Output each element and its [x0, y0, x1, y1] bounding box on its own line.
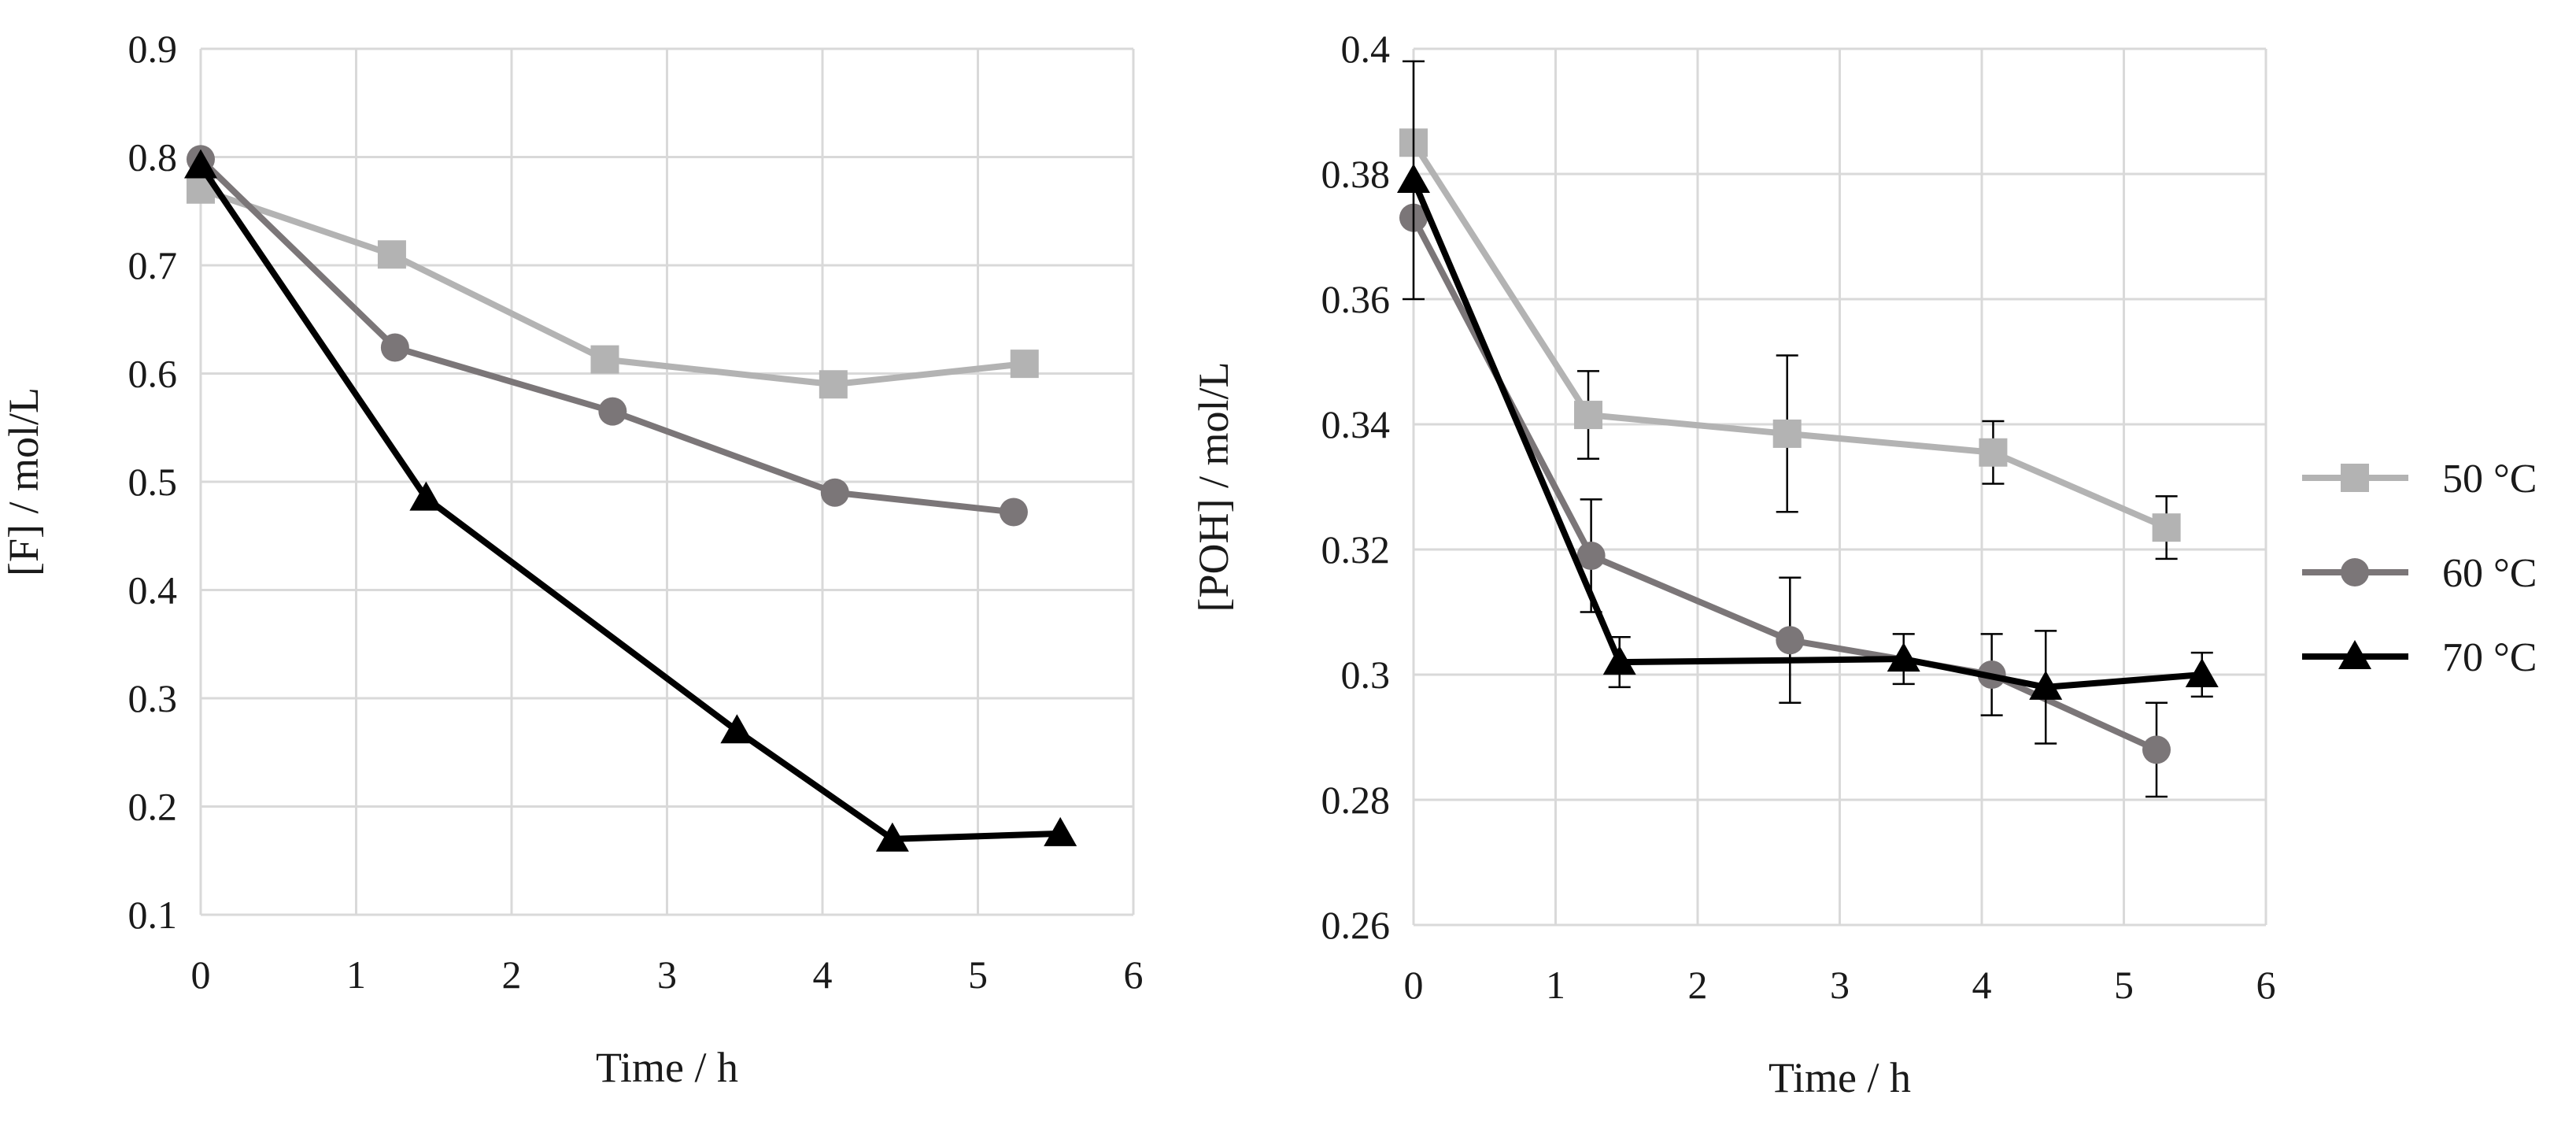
right-series-70c-point: [1602, 646, 1636, 675]
legend-60c-marker: [2341, 558, 2369, 586]
legend-70c-label: 70 °C: [2442, 635, 2537, 680]
legend-70c-marker: [2338, 640, 2371, 669]
right-x-axis-title: Time / h: [1768, 1054, 1911, 1101]
left-series-60c-point: [820, 478, 849, 507]
left-series-60c-point: [999, 498, 1028, 527]
right-y-tick-label: 0.32: [1321, 527, 1391, 572]
right-x-tick-label: 6: [2256, 963, 2276, 1007]
left-series-70c-point: [409, 481, 443, 511]
right-x-tick-label: 4: [1972, 963, 1992, 1007]
panel-fluoride: 0.1 0.2 0.3 0.4 0.5 0.6 0.7 0.8 0.9 0 1 2 3 4 5 6 Time /…: [0, 27, 1144, 1091]
left-y-tick-label: 0.8: [128, 135, 178, 179]
legend: 50 °C 60 °C 70 °C: [2302, 457, 2537, 680]
right-series-50c-point: [1772, 419, 1802, 448]
left-x-tick-label: 4: [813, 953, 833, 997]
right-x-tick-label: 5: [2114, 963, 2134, 1007]
right-y-tick-label: 0.34: [1321, 402, 1391, 446]
left-series-70c-point: [720, 714, 754, 744]
left-series-50c-point: [377, 240, 406, 269]
left-y-tick-label: 0.2: [128, 785, 178, 829]
right-y-tick-label: 0.4: [1341, 27, 1391, 71]
left-x-tick-label: 5: [968, 953, 988, 997]
left-series-50c-point: [1010, 350, 1039, 379]
left-x-axis-title: Time / h: [596, 1044, 738, 1091]
right-series-60c-point: [1776, 626, 1805, 655]
right-x-tick-label: 2: [1688, 963, 1708, 1007]
left-x-tick-label: 1: [346, 953, 366, 997]
right-x-tick-label: 0: [1404, 963, 1424, 1007]
left-y-tick-label: 0.6: [128, 352, 178, 396]
legend-50c-marker: [2341, 464, 2369, 492]
left-series-50c-point: [819, 370, 848, 399]
left-series-60c-point: [380, 333, 409, 362]
left-y-tick-label: 0.5: [128, 460, 178, 504]
right-y-axis-title: [POH] / mol/L: [1190, 362, 1237, 612]
left-y-tick-label: 0.3: [128, 676, 178, 720]
left-x-tick-label: 2: [502, 953, 522, 997]
right-series-50c-point: [2152, 513, 2181, 542]
left-series-50c-point: [590, 345, 619, 374]
right-y-tick-label: 0.28: [1321, 778, 1391, 822]
left-series-70c-point: [1044, 816, 1077, 846]
right-series-50c-point: [1574, 401, 1603, 430]
left-series-70c-point: [875, 822, 909, 852]
right-series-70c-point: [2029, 670, 2063, 700]
right-series-70c-point: [2185, 658, 2219, 687]
left-x-tick-label: 6: [1124, 953, 1144, 997]
right-series-70c-point: [1887, 642, 1920, 672]
left-y-tick-label: 0.9: [128, 27, 178, 71]
left-y-tick-label: 0.4: [128, 568, 178, 612]
left-series-60c-point: [598, 397, 627, 426]
left-y-tick-label: 0.1: [128, 893, 178, 937]
right-x-tick-label: 1: [1546, 963, 1565, 1007]
left-y-axis-title: [F] / mol/L: [0, 387, 47, 576]
right-y-tick-label: 0.38: [1321, 152, 1391, 196]
left-series-70c-point: [184, 149, 217, 179]
right-series-50c-point: [1979, 438, 2008, 467]
left-series-60c-line: [198, 156, 1017, 516]
panel-poh: 0.26 0.28 0.3 0.32 0.34 0.36 0.38 0.4 0 1 2 3 4 5 6 Tim…: [1190, 27, 2276, 1101]
left-x-tick-label: 3: [657, 953, 677, 997]
right-y-tick-label: 0.26: [1321, 903, 1391, 947]
right-series-50c-line: [1410, 139, 2170, 531]
left-x-tick-label: 0: [191, 953, 211, 997]
right-series-70c-point: [1397, 163, 1430, 193]
legend-60c-label: 60 °C: [2442, 551, 2537, 596]
right-x-tick-label: 3: [1830, 963, 1850, 1007]
right-series-60c-point: [2142, 735, 2171, 764]
right-series-60c-point: [1576, 541, 1606, 570]
right-y-tick-label: 0.36: [1321, 277, 1391, 321]
left-y-tick-label: 0.7: [128, 243, 178, 287]
right-y-tick-label: 0.3: [1341, 653, 1391, 697]
legend-50c-label: 50 °C: [2442, 457, 2537, 501]
